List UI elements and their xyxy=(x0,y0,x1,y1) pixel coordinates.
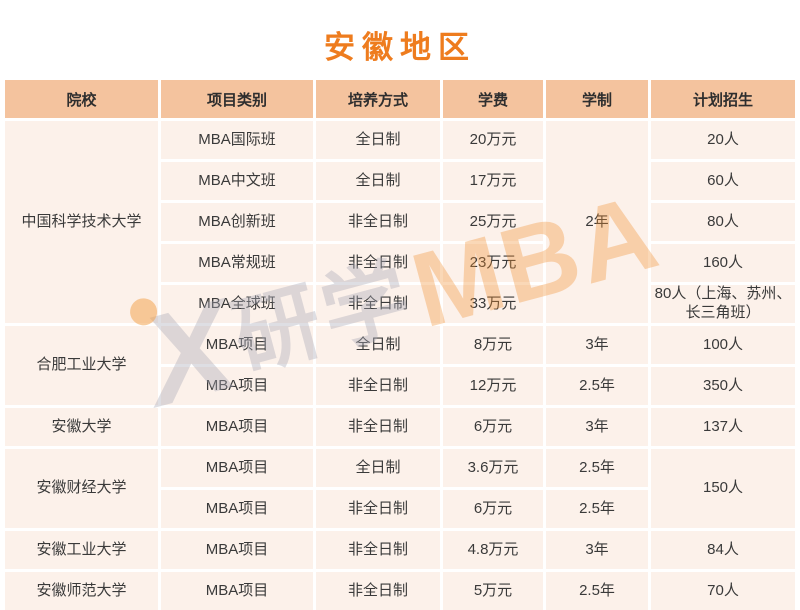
enrollment-cell: 80人 xyxy=(651,203,795,241)
fee-cell: 6万元 xyxy=(443,490,543,528)
col-header-mode: 培养方式 xyxy=(316,80,440,118)
table-row: 安徽工业大学 MBA项目 非全日制 4.8万元 3年 84人 xyxy=(5,531,795,569)
fee-cell: 17万元 xyxy=(443,162,543,200)
fee-cell: 12万元 xyxy=(443,367,543,405)
fee-cell: 4.8万元 xyxy=(443,531,543,569)
mode-cell: 全日制 xyxy=(316,449,440,487)
col-header-duration: 学制 xyxy=(546,80,648,118)
page-title: 安徽地区 xyxy=(324,30,476,65)
enrollment-cell: 350人 xyxy=(651,367,795,405)
enrollment-cell: 160人 xyxy=(651,244,795,282)
duration-cell: 2.5年 xyxy=(546,449,648,487)
duration-cell: 2.5年 xyxy=(546,490,648,528)
program-cell: MBA项目 xyxy=(161,408,313,446)
col-header-enrollment: 计划招生 xyxy=(651,80,795,118)
fee-cell: 33万元 xyxy=(443,285,543,323)
program-cell: MBA常规班 xyxy=(161,244,313,282)
enrollment-cell: 60人 xyxy=(651,162,795,200)
fee-cell: 23万元 xyxy=(443,244,543,282)
table-row: 安徽财经大学 MBA项目 全日制 3.6万元 2.5年 150人 xyxy=(5,449,795,528)
mode-cell: 非全日制 xyxy=(316,203,440,241)
table-row: MBA项目 非全日制 12万元 2.5年 350人 xyxy=(5,367,795,405)
enrollment-cell: 150人 xyxy=(651,449,795,528)
table-row: MBA项目 非全日制 6万元 2.5年 xyxy=(5,490,795,528)
mode-cell: 非全日制 xyxy=(316,490,440,528)
duration-cell: 3年 xyxy=(546,408,648,446)
school-cell: 安徽大学 xyxy=(5,408,158,446)
mode-cell: 非全日制 xyxy=(316,367,440,405)
mode-cell: 全日制 xyxy=(316,121,440,159)
table-row: 合肥工业大学 MBA项目 全日制 8万元 3年 100人 xyxy=(5,326,795,405)
table-row: MBA创新班 非全日制 25万元 80人 xyxy=(5,203,795,241)
mba-table: 院校 项目类别 培养方式 学费 学制 计划招生 中国科学技术大学 MBA国际班 … xyxy=(2,77,798,610)
mode-cell: 非全日制 xyxy=(316,244,440,282)
enrollment-cell: 100人 xyxy=(651,326,795,364)
col-header-program: 项目类别 xyxy=(161,80,313,118)
program-cell: MBA项目 xyxy=(161,367,313,405)
program-cell: MBA项目 xyxy=(161,449,313,487)
mode-cell: 全日制 xyxy=(316,162,440,200)
mode-cell: 全日制 xyxy=(316,326,440,364)
fee-cell: 6万元 xyxy=(443,408,543,446)
table-row: 安徽师范大学 MBA项目 非全日制 5万元 2.5年 70人 xyxy=(5,572,795,610)
fee-cell: 8万元 xyxy=(443,326,543,364)
enrollment-cell: 20人 xyxy=(651,121,795,159)
school-cell: 安徽工业大学 xyxy=(5,531,158,569)
table-header: 院校 项目类别 培养方式 学费 学制 计划招生 xyxy=(5,80,795,118)
school-cell: 合肥工业大学 xyxy=(5,326,158,405)
fee-cell: 5万元 xyxy=(443,572,543,610)
duration-cell: 2年 xyxy=(546,121,648,323)
enrollment-cell: 137人 xyxy=(651,408,795,446)
program-cell: MBA国际班 xyxy=(161,121,313,159)
duration-cell: 2.5年 xyxy=(546,367,648,405)
enrollment-cell: 80人（上海、苏州、长三角班） xyxy=(651,285,795,323)
table-row: 安徽大学 MBA项目 非全日制 6万元 3年 137人 xyxy=(5,408,795,446)
mode-cell: 非全日制 xyxy=(316,531,440,569)
table-body: 中国科学技术大学 MBA国际班 全日制 20万元 2年 20人 MBA中文班 全… xyxy=(5,121,795,610)
enrollment-cell: 70人 xyxy=(651,572,795,610)
school-cell: 安徽师范大学 xyxy=(5,572,158,610)
fee-cell: 25万元 xyxy=(443,203,543,241)
table-row: MBA常规班 非全日制 23万元 160人 xyxy=(5,244,795,282)
mode-cell: 非全日制 xyxy=(316,285,440,323)
school-cell: 中国科学技术大学 xyxy=(5,121,158,323)
duration-cell: 2.5年 xyxy=(546,572,648,610)
duration-cell: 3年 xyxy=(546,326,648,364)
table-row: MBA中文班 全日制 17万元 60人 xyxy=(5,162,795,200)
program-cell: MBA项目 xyxy=(161,572,313,610)
program-cell: MBA创新班 xyxy=(161,203,313,241)
table-row: MBA全球班 非全日制 33万元 80人（上海、苏州、长三角班） xyxy=(5,285,795,323)
fee-cell: 20万元 xyxy=(443,121,543,159)
program-cell: MBA中文班 xyxy=(161,162,313,200)
col-header-fee: 学费 xyxy=(443,80,543,118)
duration-cell: 3年 xyxy=(546,531,648,569)
program-cell: MBA项目 xyxy=(161,531,313,569)
fee-cell: 3.6万元 xyxy=(443,449,543,487)
program-cell: MBA项目 xyxy=(161,326,313,364)
mode-cell: 非全日制 xyxy=(316,572,440,610)
col-header-school: 院校 xyxy=(5,80,158,118)
enrollment-cell: 84人 xyxy=(651,531,795,569)
school-cell: 安徽财经大学 xyxy=(5,449,158,528)
header-row: 院校 项目类别 培养方式 学费 学制 计划招生 xyxy=(5,80,795,118)
mode-cell: 非全日制 xyxy=(316,408,440,446)
program-cell: MBA项目 xyxy=(161,490,313,528)
table-row: 中国科学技术大学 MBA国际班 全日制 20万元 2年 20人 xyxy=(5,121,795,323)
program-cell: MBA全球班 xyxy=(161,285,313,323)
